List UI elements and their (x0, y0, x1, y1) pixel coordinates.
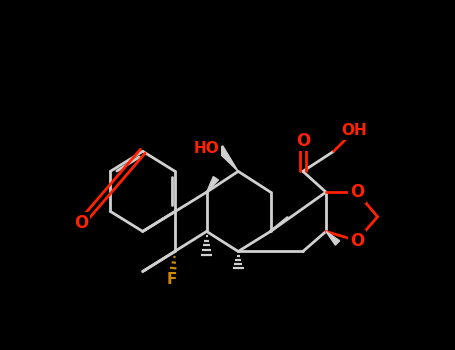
Text: F: F (167, 272, 177, 287)
Text: O: O (296, 132, 310, 149)
Polygon shape (207, 177, 218, 192)
Text: O: O (349, 232, 364, 250)
Text: O: O (74, 214, 88, 232)
Text: OH: OH (342, 123, 367, 138)
Text: HO: HO (194, 141, 220, 156)
Text: O: O (349, 183, 364, 201)
Polygon shape (326, 231, 340, 245)
Polygon shape (217, 146, 238, 172)
